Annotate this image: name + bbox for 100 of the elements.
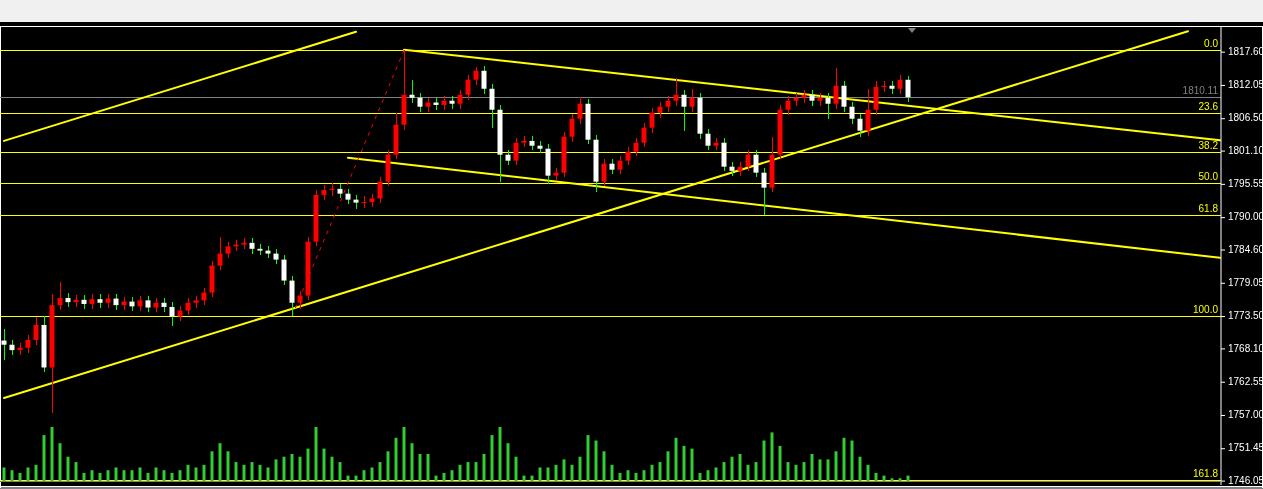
bar bbox=[834, 451, 838, 481]
bar bbox=[314, 427, 318, 481]
candlestick bbox=[465, 74, 471, 101]
bar bbox=[482, 454, 486, 481]
candlestick bbox=[873, 80, 879, 116]
bar bbox=[66, 456, 70, 481]
bar bbox=[690, 448, 694, 481]
candlestick bbox=[289, 275, 295, 317]
bar bbox=[610, 464, 614, 481]
bar bbox=[186, 464, 190, 481]
candlestick bbox=[361, 195, 367, 209]
bar bbox=[154, 467, 158, 481]
bar bbox=[194, 467, 198, 481]
annotation: 161.8 bbox=[1192, 468, 1219, 480]
candlestick bbox=[857, 113, 863, 138]
bar bbox=[58, 443, 62, 481]
candlestick bbox=[577, 96, 583, 125]
bar bbox=[898, 478, 902, 481]
candlestick bbox=[33, 316, 39, 346]
bar bbox=[802, 462, 806, 481]
candlestick bbox=[897, 74, 903, 95]
bar bbox=[146, 472, 150, 481]
candlestick bbox=[689, 88, 695, 113]
candlestick bbox=[641, 122, 647, 148]
bar bbox=[266, 467, 270, 481]
candlestick bbox=[1, 328, 7, 361]
bar bbox=[658, 462, 662, 481]
bar bbox=[810, 454, 814, 481]
bar bbox=[602, 451, 606, 481]
bar bbox=[98, 472, 102, 481]
bar bbox=[378, 462, 382, 481]
bar bbox=[90, 470, 94, 481]
bar bbox=[770, 432, 774, 481]
candlestick bbox=[825, 92, 831, 120]
bar bbox=[306, 448, 310, 481]
bar bbox=[650, 464, 654, 481]
candlestick bbox=[601, 158, 607, 187]
bar bbox=[594, 440, 598, 481]
candlestick bbox=[481, 65, 487, 95]
annotation: 61.8 bbox=[1198, 202, 1219, 214]
annotation: 0.0 bbox=[1204, 38, 1219, 50]
bar bbox=[234, 462, 238, 481]
bar bbox=[906, 475, 910, 481]
candlestick bbox=[681, 89, 687, 132]
bar bbox=[890, 478, 894, 481]
bar bbox=[522, 475, 526, 481]
bar bbox=[370, 467, 374, 481]
bar bbox=[642, 470, 646, 481]
bar bbox=[850, 440, 854, 481]
candlestick bbox=[761, 167, 767, 216]
bar bbox=[586, 435, 590, 481]
y-tick-label: 1806.50 bbox=[1228, 112, 1263, 124]
bar bbox=[546, 467, 550, 481]
bar bbox=[570, 464, 574, 481]
bar bbox=[794, 464, 798, 481]
bar bbox=[506, 443, 510, 481]
bar bbox=[10, 470, 14, 481]
bar bbox=[34, 464, 38, 481]
annotation: 38.2 bbox=[1198, 139, 1219, 151]
bar bbox=[394, 437, 398, 481]
bar bbox=[290, 454, 294, 481]
bar bbox=[138, 467, 142, 481]
candlestick bbox=[721, 137, 727, 172]
bar bbox=[562, 459, 566, 481]
bar bbox=[730, 456, 734, 481]
candlestick bbox=[633, 137, 639, 157]
bar bbox=[426, 454, 430, 481]
candlestick bbox=[57, 281, 63, 311]
bar bbox=[706, 470, 710, 481]
bar bbox=[738, 454, 742, 481]
bar bbox=[682, 445, 686, 481]
candlestick bbox=[833, 67, 839, 110]
candlestick bbox=[705, 128, 711, 151]
bar bbox=[882, 475, 886, 481]
bar bbox=[74, 462, 78, 481]
bar bbox=[18, 472, 22, 481]
bar bbox=[818, 459, 822, 481]
annotation: 23.6 bbox=[1198, 101, 1219, 113]
candlestick bbox=[457, 89, 463, 110]
bar bbox=[50, 427, 54, 481]
bar bbox=[714, 467, 718, 481]
bar bbox=[514, 456, 518, 481]
bar bbox=[130, 470, 134, 481]
bar bbox=[578, 456, 582, 481]
bar bbox=[162, 470, 166, 481]
bar bbox=[762, 440, 766, 481]
bar bbox=[754, 462, 758, 481]
bar bbox=[338, 462, 342, 481]
annotation: 50.0 bbox=[1198, 171, 1219, 183]
bar bbox=[746, 464, 750, 481]
annotation: 100.0 bbox=[1192, 303, 1219, 315]
bar bbox=[298, 456, 302, 481]
bar bbox=[874, 472, 878, 481]
bar bbox=[178, 470, 182, 481]
bar bbox=[282, 456, 286, 481]
bar bbox=[786, 462, 790, 481]
bar bbox=[242, 464, 246, 481]
bar bbox=[722, 462, 726, 481]
candlestick bbox=[489, 83, 495, 129]
candlestick bbox=[217, 236, 223, 271]
